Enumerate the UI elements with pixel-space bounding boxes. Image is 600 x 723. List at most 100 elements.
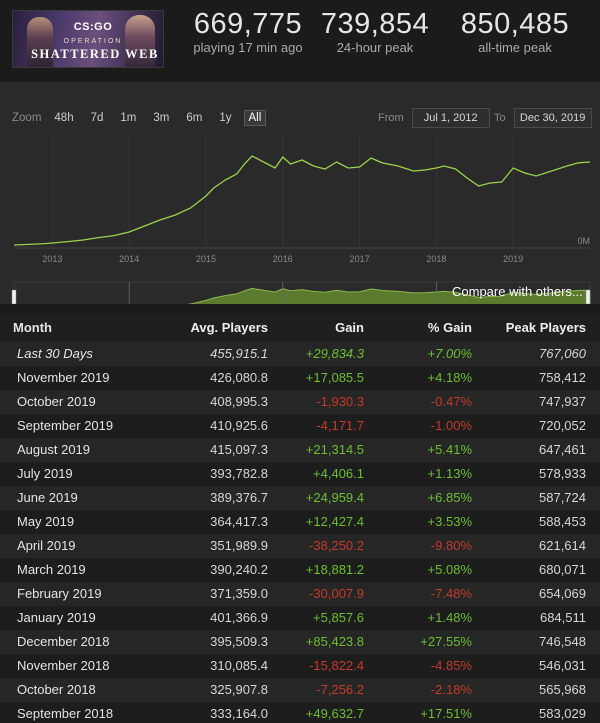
row-avg-players: 455,915.1	[210, 346, 268, 361]
zoom-label: Zoom	[12, 112, 42, 124]
from-date-input[interactable]: Jul 1, 2012	[411, 108, 490, 128]
player-count-chart[interactable]: 2013 2014 2015 2016 2017 2018 2019 0M 20142016…	[0, 130, 600, 304]
date-range-from: From Jul 1, 2012	[378, 108, 490, 128]
navigator-handle-right[interactable]	[585, 289, 591, 304]
row-month: December 2018	[17, 634, 110, 649]
x-axis-ticks: 2013 2014 2015 2016 2017 2018 2019	[42, 254, 523, 264]
row-gain: +29,834.3	[305, 346, 364, 361]
navigator-handle-left[interactable]	[11, 289, 17, 304]
col-pct-gain[interactable]: % Gain	[427, 320, 472, 335]
x-tick-label-2019: 2019	[503, 254, 523, 264]
row-avg-players: 389,376.7	[210, 490, 268, 505]
table-row: August 2019 415,097.3 +21,314.5 +5.41% 647,4…	[0, 438, 600, 462]
banner-title: SHATTERED WEB	[31, 47, 159, 61]
row-peak-players: 565,968	[539, 682, 586, 697]
row-gain: -15,822.4	[309, 658, 364, 673]
row-gain: +85,423.8	[305, 634, 364, 649]
row-gain: +5,857.6	[313, 610, 364, 625]
table-row: October 2019 408,995.3 -1,930.3 -0.47% 747,9…	[0, 390, 600, 414]
row-gain: -38,250.2	[309, 538, 364, 553]
zoom-48h-button[interactable]: 48h	[54, 112, 74, 124]
row-gain: -7,256.2	[316, 682, 364, 697]
row-peak-players: 654,069	[539, 586, 586, 601]
banner-operation: OPERATION	[63, 38, 123, 45]
stat-current-players: 669,775 playing 17 min ago	[172, 8, 324, 56]
row-peak-players: 720,052	[539, 418, 586, 433]
table-row: January 2019 401,366.9 +5,857.6 +1.48% 684,5…	[0, 606, 600, 630]
row-month: May 2019	[17, 514, 75, 529]
row-pct-gain: +5.41%	[427, 442, 472, 457]
row-peak-players: 546,031	[539, 658, 586, 673]
row-avg-players: 351,989.9	[210, 538, 268, 553]
row-avg-players: 310,085.4	[210, 658, 268, 673]
row-gain: +49,632.7	[305, 706, 364, 721]
banner-character-right	[125, 15, 155, 67]
row-gain: -4,171.7	[316, 418, 364, 433]
zoom-all-button[interactable]: All	[243, 110, 267, 126]
table-row: June 2019 389,376.7 +24,959.4 +6.85% 587,724	[0, 486, 600, 510]
zoom-1y-button[interactable]: 1y	[219, 112, 232, 124]
banner-character-left	[27, 17, 53, 67]
row-pct-gain: +5.08%	[427, 562, 472, 577]
compare-with-others-link[interactable]: Compare with others...	[452, 284, 583, 299]
row-avg-players: 410,925.6	[210, 418, 268, 433]
col-peak-players[interactable]: Peak Players	[505, 320, 586, 335]
row-avg-players: 364,417.3	[210, 514, 268, 529]
stat-label: 24-hour peak	[336, 40, 414, 55]
to-date-input[interactable]: Dec 30, 2019	[513, 108, 592, 128]
table-row: May 2019 364,417.3 +12,427.4 +3.53% 588,453	[0, 510, 600, 534]
table-row: September 2019 410,925.6 -4,171.7 -1.00% 720…	[0, 414, 600, 438]
table-header: Month Avg. Players Gain % Gain Peak Play…	[0, 314, 600, 342]
row-peak-players: 758,412	[539, 370, 586, 385]
table-row: March 2019 390,240.2 +18,881.2 +5.08% 680,07…	[0, 558, 600, 582]
x-tick-label-2017: 2017	[350, 254, 370, 264]
row-month: September 2019	[17, 418, 114, 433]
zoom-3m-button[interactable]: 3m	[153, 112, 170, 124]
zoom-6m-button[interactable]: 6m	[186, 112, 203, 124]
zoom-1m-button[interactable]: 1m	[120, 112, 137, 124]
row-month: September 2018	[17, 706, 114, 721]
table-row: November 2018 310,085.4 -15,822.4 -4.85% 546…	[0, 654, 600, 678]
banner-logo: CS:GO	[73, 21, 113, 33]
x-tick-label-2018: 2018	[426, 254, 446, 264]
row-month: June 2019	[17, 490, 78, 505]
zoom-controls: Zoom 48h 7d 1m 3m 6m 1y All	[12, 109, 273, 127]
row-month: April 2019	[17, 538, 76, 553]
row-gain: -30,007.9	[309, 586, 364, 601]
row-pct-gain: +1.48%	[427, 610, 472, 625]
row-avg-players: 371,359.0	[210, 586, 268, 601]
zoom-7d-button[interactable]: 7d	[90, 112, 104, 124]
row-pct-gain: -7.48%	[430, 586, 472, 601]
table-row: September 2018 333,164.0 +49,632.7 +17.51% 5…	[0, 702, 600, 723]
row-month: January 2019	[17, 610, 96, 625]
row-pct-gain: -2.18%	[430, 682, 472, 697]
col-gain[interactable]: Gain	[335, 320, 364, 335]
monthly-player-table: Month Avg. Players Gain % Gain Peak Play…	[0, 314, 600, 723]
y-tick-label-0M: 0M	[577, 236, 590, 246]
row-peak-players: 583,029	[539, 706, 586, 721]
row-pct-gain: +6.85%	[427, 490, 472, 505]
row-pct-gain: -9.80%	[430, 538, 472, 553]
table-row: December 2018 395,509.3 +85,423.8 +27.55% 74…	[0, 630, 600, 654]
navigator-area	[186, 287, 591, 304]
navigator-ticks: 201420162018	[128, 282, 437, 304]
row-avg-players: 325,907.8	[210, 682, 268, 697]
row-month: February 2019	[17, 586, 102, 601]
row-gain: +21,314.5	[305, 442, 364, 457]
row-month: March 2019	[17, 562, 86, 577]
row-avg-players: 390,240.2	[210, 562, 268, 577]
date-range-to: To Dec 30, 2019	[494, 108, 592, 128]
row-month: November 2018	[17, 658, 110, 673]
stat-label: playing 17 min ago	[193, 40, 303, 55]
row-gain: +17,085.5	[305, 370, 364, 385]
row-month: October 2018	[17, 682, 96, 697]
game-banner[interactable]: CS:GO OPERATION SHATTERED WEB	[12, 10, 164, 68]
col-month[interactable]: Month	[13, 320, 52, 335]
stat-24h-peak: 739,854 24-hour peak	[310, 8, 440, 56]
row-month: November 2019	[17, 370, 110, 385]
row-peak-players: 647,461	[539, 442, 586, 457]
table-row: February 2019 371,359.0 -30,007.9 -7.48% 654…	[0, 582, 600, 606]
col-avg-players[interactable]: Avg. Players	[190, 320, 268, 335]
row-month: October 2019	[17, 394, 96, 409]
row-month: August 2019	[17, 442, 91, 457]
